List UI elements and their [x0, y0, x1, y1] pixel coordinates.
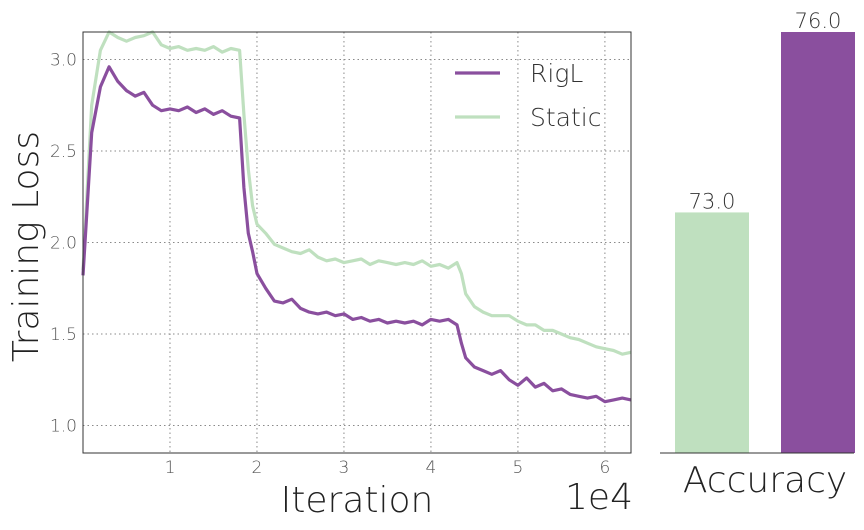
x-tick-label: 5: [513, 458, 524, 478]
x-tick-label: 2: [252, 458, 263, 478]
y-tick-label: 1.0: [50, 417, 77, 437]
training-loss-chart: 1 2 3 4 5 6 1.0 1.5 2.0 2.5 3.0 Iteration 1e4 Tra…: [6, 30, 633, 521]
x-axis-offset-label: 1e4: [565, 477, 633, 518]
y-tick-labels: 1.0 1.5 2.0 2.5 3.0: [50, 50, 77, 436]
bar-x-axis-label: Accuracy: [683, 460, 847, 501]
x-tick-label: 1: [165, 458, 176, 478]
y-tick-label: 1.5: [50, 325, 77, 345]
series-line-static: [81, 30, 632, 356]
x-tick-label: 6: [599, 458, 610, 478]
bar-value-label: 73.0: [689, 189, 736, 213]
legend-label-static: Static: [530, 103, 601, 132]
y-tick-label: 2.5: [50, 142, 77, 162]
plot-frame: [82, 31, 632, 454]
bar-static: [675, 212, 749, 453]
series-line-rigl: [81, 65, 632, 404]
y-tick-label: 3.0: [50, 50, 77, 70]
legend-label-rigl: RigL: [530, 59, 583, 88]
grid: [83, 32, 631, 453]
x-tick-label: 3: [339, 458, 350, 478]
legend: RigL Static: [455, 59, 601, 132]
bar-value-label: 76.0: [795, 9, 842, 33]
bar-rigl: [781, 32, 855, 453]
y-tick-label: 2.0: [50, 234, 77, 254]
x-tick-labels: 1 2 3 4 5 6: [165, 458, 611, 478]
accuracy-chart: 73.0 76.0 Accuracy: [660, 9, 855, 501]
x-axis-label: Iteration: [281, 480, 434, 521]
y-axis-label: Training Loss: [6, 131, 47, 362]
series-lines: [81, 30, 632, 404]
x-tick-label: 4: [426, 458, 437, 478]
bars: 73.0 76.0: [675, 9, 855, 453]
